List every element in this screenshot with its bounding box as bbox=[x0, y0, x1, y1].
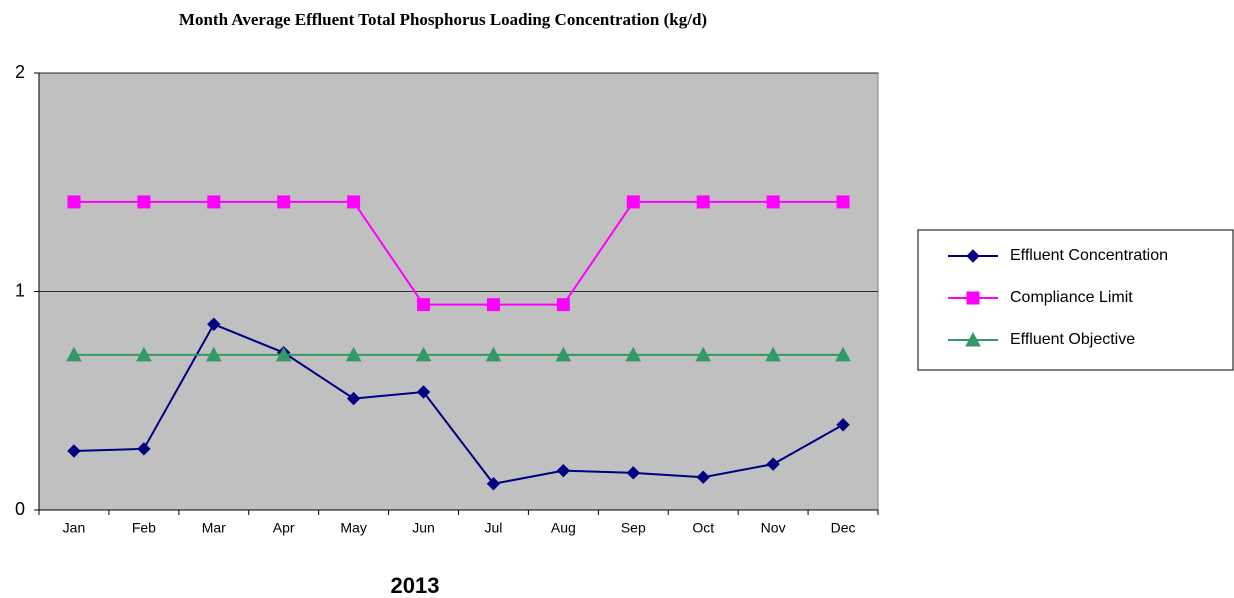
x-tick-label: Mar bbox=[202, 520, 226, 536]
x-tick-label: Jan bbox=[63, 520, 86, 536]
marker bbox=[345, 346, 362, 362]
legend-label: Effluent Concentration bbox=[1010, 247, 1168, 264]
marker bbox=[415, 346, 432, 362]
marker bbox=[626, 195, 640, 209]
marker bbox=[417, 298, 431, 312]
y-tick-label: 0 bbox=[15, 499, 25, 519]
series-line bbox=[73, 200, 844, 306]
marker bbox=[835, 346, 851, 362]
legend-label: Effluent Objective bbox=[1010, 331, 1135, 348]
x-tick-label: Sep bbox=[621, 520, 646, 536]
marker bbox=[486, 477, 501, 491]
marker bbox=[277, 195, 291, 209]
marker bbox=[67, 444, 81, 458]
chart-title: Month Average Effluent Total Phosphorus … bbox=[179, 10, 707, 29]
marker bbox=[965, 331, 981, 347]
marker bbox=[765, 346, 781, 362]
marker bbox=[205, 346, 222, 362]
x-tick-label: Apr bbox=[273, 520, 295, 536]
marker bbox=[966, 291, 980, 305]
marker bbox=[207, 195, 221, 209]
y-tick-label: 1 bbox=[15, 280, 25, 300]
marker bbox=[275, 346, 292, 362]
marker bbox=[67, 195, 81, 209]
marker bbox=[626, 466, 640, 480]
marker bbox=[766, 195, 780, 209]
x-tick-label: Nov bbox=[761, 520, 786, 536]
marker bbox=[966, 249, 980, 263]
legend-label: Compliance Limit bbox=[1010, 289, 1133, 306]
x-tick-label: Dec bbox=[831, 520, 856, 536]
marker bbox=[346, 391, 361, 406]
x-tick-label: Feb bbox=[132, 520, 156, 536]
x-tick-label: Jun bbox=[412, 520, 435, 536]
x-tick-label: Oct bbox=[692, 520, 714, 536]
marker bbox=[486, 298, 500, 312]
marker bbox=[137, 195, 151, 209]
series-line bbox=[73, 323, 844, 485]
marker bbox=[207, 317, 221, 331]
marker bbox=[347, 195, 361, 209]
marker bbox=[696, 470, 710, 484]
marker bbox=[556, 463, 571, 478]
marker bbox=[416, 385, 431, 399]
y-tick-label: 2 bbox=[15, 62, 25, 82]
marker bbox=[66, 346, 82, 362]
x-tick-label: Aug bbox=[551, 520, 576, 536]
marker bbox=[625, 346, 642, 362]
marker bbox=[556, 298, 570, 312]
marker bbox=[696, 195, 710, 209]
marker bbox=[485, 346, 502, 362]
x-tick-label: Jul bbox=[485, 520, 503, 536]
marker bbox=[766, 457, 780, 471]
x-tick-label: May bbox=[340, 520, 366, 536]
marker bbox=[136, 346, 152, 362]
x-axis-label: 2013 bbox=[391, 573, 440, 598]
marker bbox=[695, 346, 712, 362]
marker bbox=[836, 195, 850, 209]
marker bbox=[836, 418, 850, 432]
marker bbox=[137, 442, 151, 456]
marker bbox=[555, 346, 572, 362]
